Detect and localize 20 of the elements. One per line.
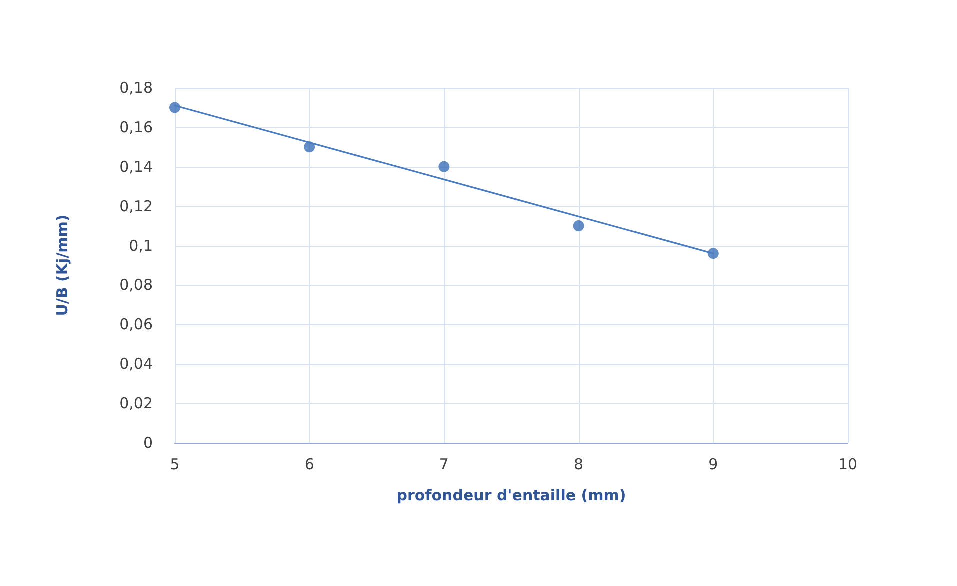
y-axis-title: U/B (Kj/mm) (54, 214, 72, 316)
x-tick-label: 9 (708, 456, 718, 474)
x-tick-label: 5 (170, 456, 180, 474)
x-tick-label: 8 (574, 456, 584, 474)
y-tick-label: 0 (143, 434, 153, 452)
y-tick-label: 0,14 (120, 158, 153, 176)
y-tick-label: 0,04 (120, 355, 153, 374)
y-tick-label: 0,06 (120, 316, 153, 334)
point (573, 220, 584, 232)
y-tick-label: 0,08 (120, 276, 153, 294)
y-tick-label: 0,02 (120, 394, 153, 413)
x-tick-label: 7 (439, 456, 449, 474)
x-tick-label: 6 (304, 456, 314, 474)
y-tick-label: 0,16 (120, 118, 153, 136)
y-tick-label: 0,1 (129, 236, 153, 255)
x-tick-label: 10 (838, 456, 858, 474)
point (438, 161, 450, 172)
y-tick-label: 0,12 (120, 197, 153, 216)
y-tick-label: 0,18 (120, 79, 153, 97)
x-axis-title: profondeur d'entaille (mm) (396, 486, 626, 504)
